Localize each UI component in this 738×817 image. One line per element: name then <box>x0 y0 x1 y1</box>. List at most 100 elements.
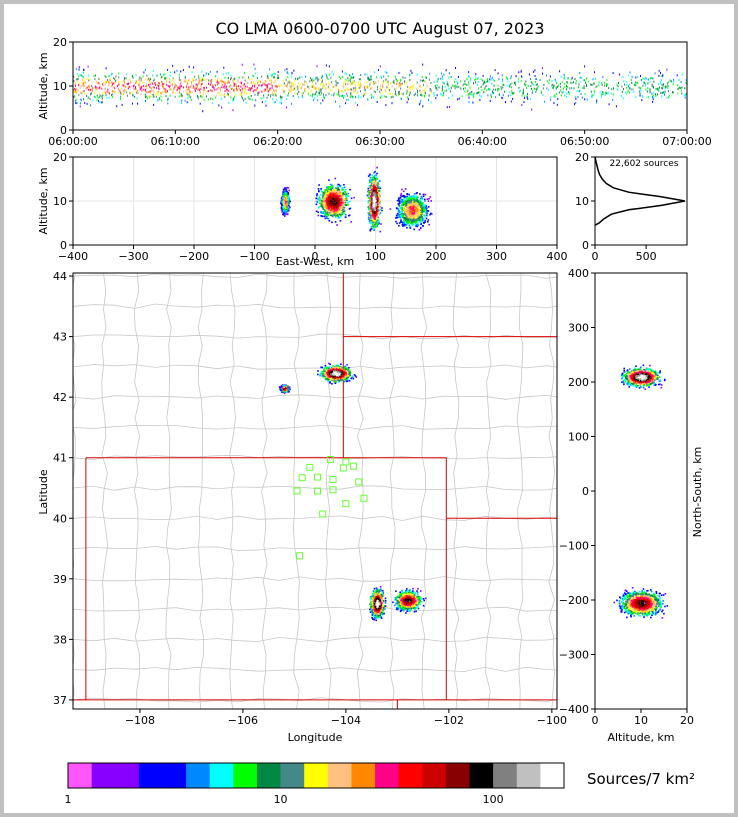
source-point <box>393 79 395 82</box>
source-point <box>358 78 360 81</box>
source-point <box>155 95 157 98</box>
source-point <box>280 206 283 208</box>
source-point <box>376 172 378 175</box>
source-point <box>75 102 77 104</box>
source-point <box>334 215 337 218</box>
source-point <box>274 73 276 75</box>
source-point <box>441 87 443 90</box>
source-point <box>483 91 485 94</box>
source-point <box>551 84 553 87</box>
source-point <box>284 215 286 217</box>
source-point <box>645 88 647 91</box>
source-point <box>625 91 627 94</box>
source-point <box>109 92 111 95</box>
source-point <box>517 80 519 83</box>
source-point <box>153 90 155 93</box>
source-point <box>341 195 344 197</box>
source-point <box>397 203 400 205</box>
source-point <box>560 89 562 92</box>
source-point <box>317 211 319 214</box>
source-point <box>342 210 345 213</box>
source-point <box>419 89 421 92</box>
source-point <box>370 210 372 212</box>
source-point <box>290 88 292 91</box>
source-point <box>118 83 119 86</box>
source-point <box>73 91 75 93</box>
source-point <box>328 190 331 193</box>
source-point <box>319 94 321 96</box>
source-point <box>346 98 348 101</box>
source-point <box>323 96 325 99</box>
source-point <box>188 93 190 96</box>
source-point <box>467 90 469 93</box>
source-point <box>357 96 359 99</box>
source-point <box>367 195 369 198</box>
source-point <box>652 85 654 88</box>
source-point <box>287 187 290 189</box>
source-point <box>270 94 272 97</box>
source-point <box>288 79 290 82</box>
source-point <box>571 82 573 85</box>
source-point <box>373 189 376 192</box>
source-point <box>372 216 374 218</box>
source-point <box>137 102 139 105</box>
source-point <box>369 219 371 222</box>
source-point <box>420 93 422 96</box>
source-point <box>533 70 535 73</box>
source-point <box>385 78 387 81</box>
source-point <box>239 89 241 92</box>
source-point <box>554 94 556 97</box>
source-point <box>311 79 312 82</box>
source-point <box>577 96 579 98</box>
source-point <box>281 201 284 203</box>
source-point <box>376 225 379 227</box>
source-point <box>618 82 619 84</box>
source-point <box>425 207 428 209</box>
source-point <box>200 95 202 98</box>
source-point <box>629 83 631 86</box>
source-point <box>369 176 372 179</box>
source-point <box>651 85 653 88</box>
source-point <box>124 89 126 91</box>
source-point <box>129 85 131 88</box>
source-point <box>242 84 244 87</box>
source-point <box>193 79 195 82</box>
source-point <box>424 88 425 91</box>
source-point <box>120 98 121 100</box>
source-point <box>335 195 338 197</box>
source-point <box>546 80 548 83</box>
source-point <box>591 94 593 96</box>
source-point <box>376 178 379 180</box>
source-point <box>453 85 455 88</box>
source-point <box>300 86 302 88</box>
source-point <box>681 92 683 95</box>
source-point <box>152 95 154 97</box>
source-point <box>377 216 380 219</box>
source-point <box>245 101 247 104</box>
source-point <box>108 96 110 99</box>
source-point <box>442 94 444 97</box>
source-point <box>311 85 313 88</box>
source-point <box>653 91 655 94</box>
source-point <box>616 83 618 86</box>
source-point <box>228 80 230 83</box>
source-point <box>503 83 505 86</box>
source-point <box>338 188 340 191</box>
source-point <box>649 88 651 91</box>
source-point <box>494 88 496 91</box>
source-point <box>420 79 422 82</box>
source-point <box>374 213 376 216</box>
source-point <box>181 101 182 104</box>
source-point <box>114 78 116 81</box>
source-point <box>373 81 375 83</box>
source-point <box>374 170 376 173</box>
source-point <box>303 82 305 85</box>
source-point <box>315 203 318 206</box>
source-point <box>398 204 400 206</box>
source-point <box>358 86 359 89</box>
source-point <box>328 83 330 86</box>
source-point <box>73 89 75 92</box>
source-point <box>506 84 508 87</box>
source-point <box>198 75 199 78</box>
source-point <box>370 78 372 81</box>
